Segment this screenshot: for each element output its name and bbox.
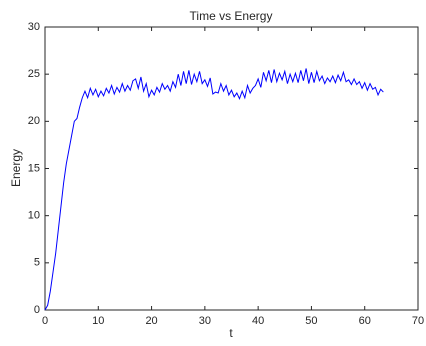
x-tick-label: 10 bbox=[92, 315, 104, 327]
x-tick-label: 30 bbox=[199, 315, 211, 327]
chart-title: Time vs Energy bbox=[190, 9, 273, 23]
y-tick-label: 30 bbox=[28, 21, 40, 33]
x-tick-label: 50 bbox=[305, 315, 317, 327]
y-tick-label: 25 bbox=[28, 68, 40, 80]
y-tick-label: 15 bbox=[28, 162, 40, 174]
y-axis-label: Energy bbox=[9, 149, 23, 187]
x-tick-label: 60 bbox=[359, 315, 371, 327]
x-axis-label: t bbox=[229, 326, 233, 340]
y-tick-label: 20 bbox=[28, 115, 40, 127]
x-tick-label: 40 bbox=[252, 315, 264, 327]
y-tick-label: 0 bbox=[34, 304, 40, 316]
y-tick-label: 5 bbox=[34, 257, 40, 269]
x-tick-label: 70 bbox=[412, 315, 424, 327]
y-tick-label: 10 bbox=[28, 210, 40, 222]
x-tick-label: 0 bbox=[42, 315, 48, 327]
data-line bbox=[44, 68, 384, 311]
x-tick-label: 20 bbox=[145, 315, 157, 327]
